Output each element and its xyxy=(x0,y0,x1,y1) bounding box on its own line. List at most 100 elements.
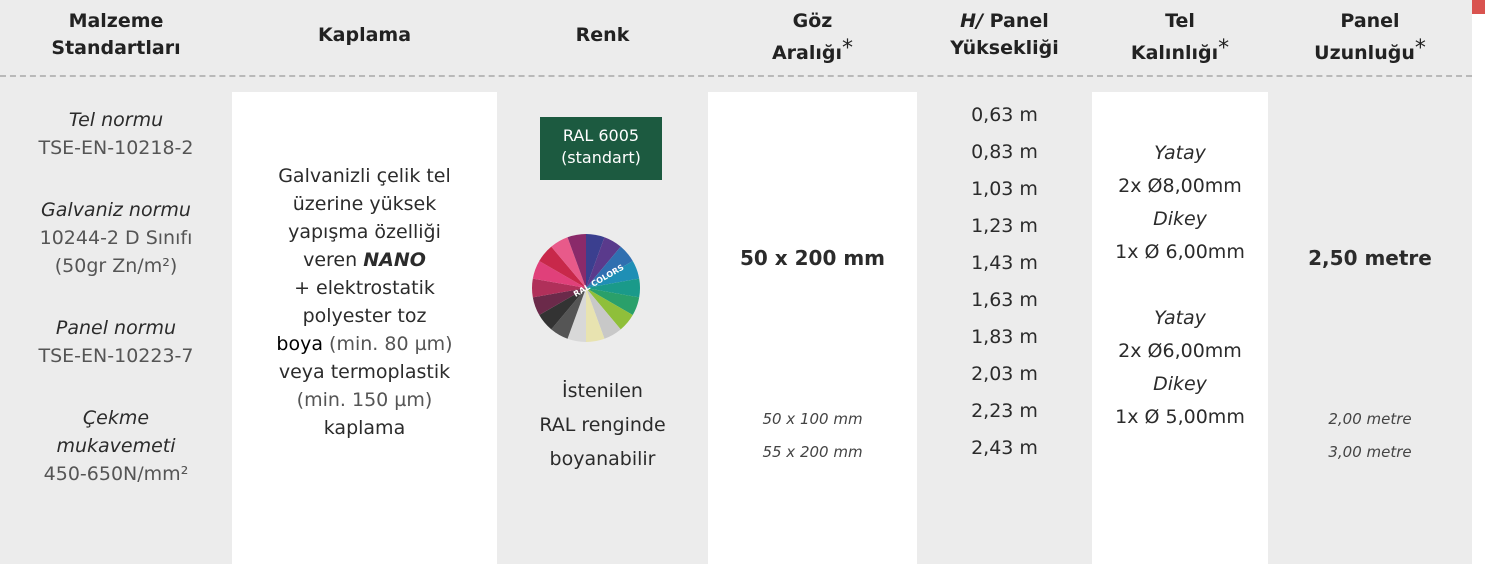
length-main: 2,50 metre xyxy=(1268,244,1472,272)
header-text: Malzeme xyxy=(69,10,164,32)
length-alt: 2,00 metre xyxy=(1268,403,1472,436)
mesh-alt: 50 x 100 mm xyxy=(708,403,917,436)
header-line: Panel xyxy=(1268,8,1472,35)
standard-label: mukavemeti xyxy=(0,432,232,460)
header-cell: Renk xyxy=(497,22,708,49)
coating-line: boya (min. 80 µm) xyxy=(232,330,497,358)
header-line: Aralığı* xyxy=(708,35,917,67)
coating-line: polyester toz xyxy=(232,302,497,330)
ral-badge: RAL 6005 (standart) xyxy=(540,117,662,180)
coating-line: kaplama xyxy=(232,414,497,442)
coating-line: + elektrostatik xyxy=(232,274,497,302)
header-text: Standartları xyxy=(51,37,180,59)
divider xyxy=(0,75,1472,77)
header-line: Kalınlığı* xyxy=(1092,35,1268,67)
height-value: 0,63 m xyxy=(917,97,1092,134)
header-text: Kaplama xyxy=(318,24,411,46)
header-line: Tel xyxy=(1092,8,1268,35)
standard-label: Çekme xyxy=(0,404,232,432)
header-text: Panel xyxy=(1340,10,1399,32)
header-mark: * xyxy=(842,36,853,61)
header-line: Malzeme xyxy=(0,8,232,35)
wire-value: 2x Ø8,00mm xyxy=(1092,170,1268,203)
wire-label: Dikey xyxy=(1092,203,1268,236)
height-value: 1,03 m xyxy=(917,171,1092,208)
color-note-line: RAL renginde xyxy=(497,408,708,442)
coating-text: veren xyxy=(303,249,357,271)
header-line: Renk xyxy=(497,22,708,49)
coating-line: veren NANO xyxy=(232,246,497,274)
standard-value: TSE-EN-10223-7 xyxy=(0,342,232,370)
header-text: Aralığı xyxy=(772,42,842,64)
header-line: Kaplama xyxy=(232,22,497,49)
height-value: 1,83 m xyxy=(917,319,1092,356)
spacer xyxy=(708,272,917,403)
coating-line: Galvanizli çelik tel xyxy=(232,162,497,190)
spec-table: Malzeme Standartları Kaplama Renk Göz Aralığı… xyxy=(0,0,1485,564)
wire-value: 1x Ø 5,00mm xyxy=(1092,401,1268,434)
height-column: 0,63 m0,83 m1,03 m1,23 m1,43 m1,63 m1,83… xyxy=(917,97,1092,467)
header-text: Göz xyxy=(793,10,833,32)
header-line: Göz xyxy=(708,8,917,35)
header-line: Yüksekliği xyxy=(917,35,1092,62)
mesh-main: 50 x 200 mm xyxy=(708,244,917,272)
height-value: 1,43 m xyxy=(917,245,1092,282)
coating-line: veya termoplastik xyxy=(232,358,497,386)
corner-mark xyxy=(1472,0,1485,14)
coating-line: üzerine yüksek xyxy=(232,190,497,218)
header-cell: Kaplama xyxy=(232,22,497,49)
color-note-line: boyanabilir xyxy=(497,442,708,476)
header-line: H/ Panel xyxy=(917,8,1092,35)
header-prefix: H/ xyxy=(960,10,983,32)
coating-text: (min. 80 µm) xyxy=(329,333,453,355)
wire-label: Yatay xyxy=(1092,137,1268,170)
spacer xyxy=(1092,269,1268,302)
header-text: Renk xyxy=(576,24,630,46)
standard-label: Tel normu xyxy=(0,106,232,134)
coating-highlight: NANO xyxy=(363,249,426,271)
color-note-line: İstenilen xyxy=(497,374,708,408)
edge xyxy=(1472,0,1485,564)
spacer xyxy=(1268,272,1472,403)
header-cell: Panel Uzunluğu* xyxy=(1268,8,1472,67)
coating-text: boya xyxy=(276,333,323,355)
header-line: Uzunluğu* xyxy=(1268,35,1472,67)
standard-value: TSE-EN-10218-2 xyxy=(0,134,232,162)
standard-label: Panel normu xyxy=(0,314,232,342)
wire-label: Yatay xyxy=(1092,302,1268,335)
header-text: Uzunluğu xyxy=(1314,42,1415,64)
standard-value: 450-650N/mm² xyxy=(0,460,232,488)
wire-value: 1x Ø 6,00mm xyxy=(1092,236,1268,269)
standard-label: Galvaniz normu xyxy=(0,196,232,224)
color-fan: RAL COLORS xyxy=(530,228,642,346)
standard-value: 10244-2 D Sınıfı xyxy=(0,224,232,252)
header-mark: * xyxy=(1415,36,1426,61)
standard-value: (50gr Zn/m²) xyxy=(0,252,232,280)
height-value: 0,83 m xyxy=(917,134,1092,171)
height-value: 2,23 m xyxy=(917,393,1092,430)
spacer xyxy=(0,162,232,196)
height-value: 1,23 m xyxy=(917,208,1092,245)
wire-label: Dikey xyxy=(1092,368,1268,401)
badge-line: RAL 6005 xyxy=(540,125,662,147)
header-mark: * xyxy=(1218,36,1229,61)
mesh-alt: 55 x 200 mm xyxy=(708,436,917,469)
height-value: 2,43 m xyxy=(917,430,1092,467)
spacer xyxy=(0,370,232,404)
coating-line: yapışma özelliği xyxy=(232,218,497,246)
header-text: Yüksekliği xyxy=(950,37,1059,59)
badge-line: (standart) xyxy=(540,147,662,169)
header-cell: Malzeme Standartları xyxy=(0,8,232,62)
header-text: Kalınlığı xyxy=(1131,42,1218,64)
length-alt: 3,00 metre xyxy=(1268,436,1472,469)
header-text: Panel xyxy=(990,10,1049,32)
header-cell: Göz Aralığı* xyxy=(708,8,917,67)
